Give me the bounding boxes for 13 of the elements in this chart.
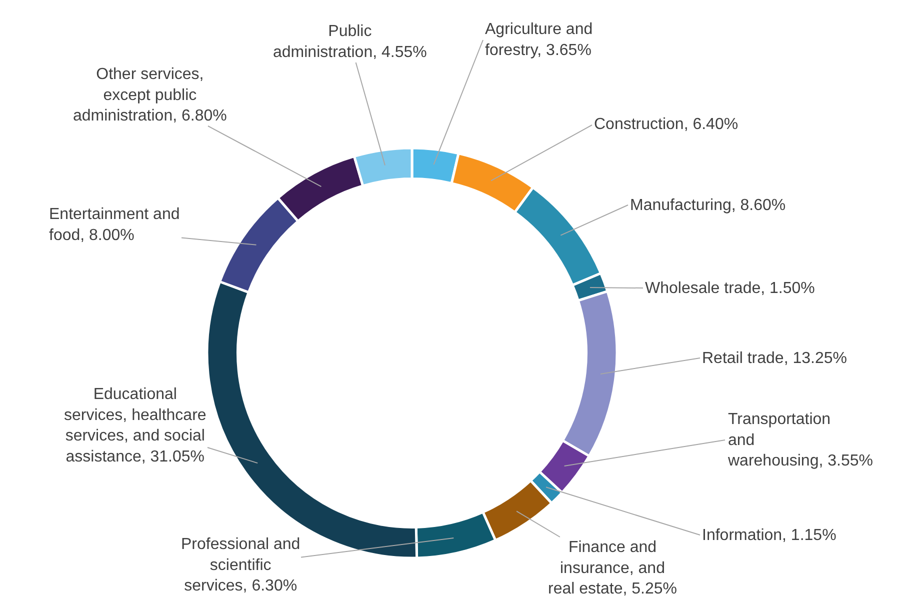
slice-label: Information, 1.15% (702, 527, 836, 544)
slice-label: Public administration, 4.55% (273, 23, 427, 61)
slice-label: Other services, except public administration, 6.80% (73, 66, 227, 125)
slice-label: Manufacturing, 8.60% (630, 197, 786, 214)
slice-label: Entertainment and food, 8.00% (49, 206, 180, 244)
slice-label: Educational services, healthcare services, and social assistance, 31.05% (64, 386, 206, 466)
slice-label: Transportation and warehousing, 3.55% (727, 411, 873, 470)
slice-label: Wholesale trade, 1.50% (645, 280, 815, 297)
slice-label: Construction, 6.40% (594, 116, 738, 133)
slice-label: Retail trade, 13.25% (702, 350, 847, 367)
slice-label: Agriculture and forestry, 3.65% (485, 21, 593, 59)
slice-label: Professional and scientific services, 6.30% (181, 536, 300, 595)
slice-label: Finance and insurance, and real estate, 5.25% (548, 539, 677, 598)
